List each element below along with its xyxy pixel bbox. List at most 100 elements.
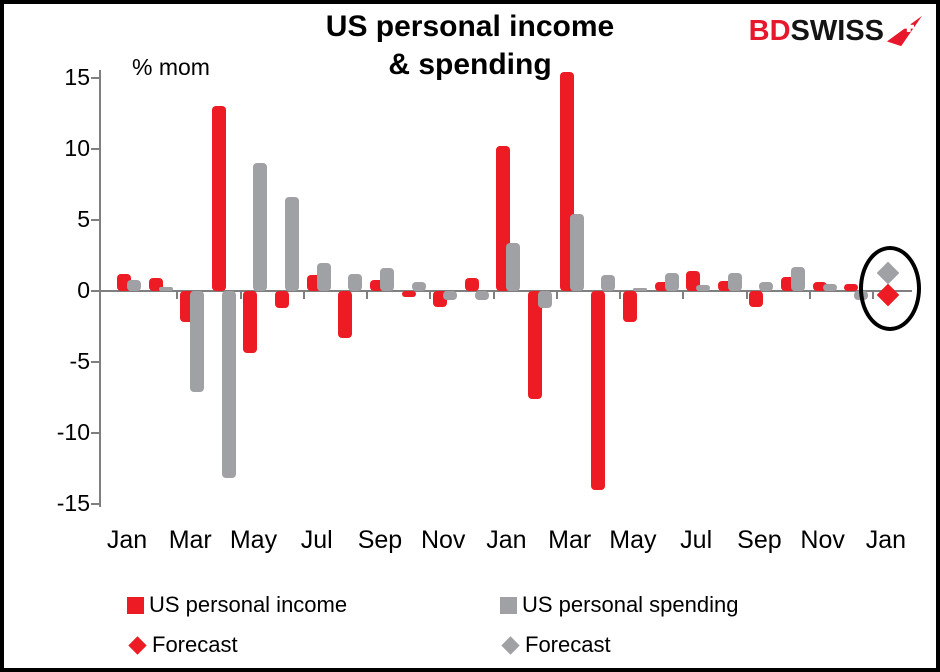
x-tick-label: May bbox=[609, 526, 657, 554]
y-tick bbox=[91, 77, 99, 79]
y-tick bbox=[91, 361, 99, 363]
bar-spending-2 bbox=[190, 291, 205, 392]
legend-item-forecast-income: Forecast bbox=[128, 632, 238, 658]
y-tick bbox=[91, 148, 99, 150]
bar-income-4 bbox=[243, 291, 258, 354]
x-tick bbox=[808, 292, 811, 299]
bar-spending-22 bbox=[822, 283, 837, 291]
x-tick bbox=[176, 292, 179, 299]
bar-income-7 bbox=[338, 291, 353, 338]
y-tick bbox=[91, 219, 99, 221]
bar-spending-21 bbox=[791, 266, 806, 291]
bar-spending-0 bbox=[127, 279, 141, 291]
bar-income-20 bbox=[749, 291, 764, 307]
bar-spending-19 bbox=[727, 272, 742, 291]
y-tick-label: -10 bbox=[56, 419, 90, 445]
bar-spending-10 bbox=[443, 291, 458, 300]
legend-label-forecast-spending: Forecast bbox=[525, 632, 611, 657]
spending-swatch bbox=[500, 596, 517, 614]
bar-spending-17 bbox=[664, 272, 679, 291]
y-tick-label: -15 bbox=[56, 490, 90, 516]
y-tick-label: 0 bbox=[77, 277, 90, 303]
x-tick-label: Jan bbox=[106, 526, 148, 554]
bar-spending-15 bbox=[601, 275, 616, 291]
bar-spending-13 bbox=[538, 291, 553, 309]
forecast-highlight-ellipse bbox=[859, 246, 921, 331]
bar-income-17 bbox=[654, 282, 669, 291]
bdswiss-arrow-icon bbox=[886, 15, 922, 47]
chart-title: US personal income & spending bbox=[4, 8, 936, 84]
x-tick bbox=[239, 292, 242, 299]
x-tick bbox=[619, 292, 622, 299]
y-tick-label: -5 bbox=[69, 348, 90, 374]
bar-spending-7 bbox=[348, 273, 363, 291]
x-tick-label: Sep bbox=[357, 526, 403, 554]
bar-spending-20 bbox=[759, 282, 774, 291]
x-tick bbox=[555, 292, 558, 299]
x-tick-label: May bbox=[229, 526, 278, 554]
bdswiss-logo-swiss: SWISS bbox=[790, 14, 884, 47]
bar-spending-14 bbox=[569, 214, 584, 291]
bar-income-5 bbox=[275, 291, 290, 309]
bar-income-19 bbox=[717, 281, 732, 291]
legend-item-forecast-spending: Forecast bbox=[501, 632, 611, 658]
bdswiss-logo: BD SWISS bbox=[749, 14, 922, 48]
x-tick bbox=[429, 292, 432, 299]
x-tick bbox=[492, 292, 495, 299]
bar-income-23 bbox=[844, 283, 859, 291]
bar-income-16 bbox=[622, 291, 637, 323]
y-tick-label: 15 bbox=[64, 64, 90, 90]
bar-income-11 bbox=[464, 278, 479, 291]
x-tick-label: Mar bbox=[548, 526, 592, 554]
bar-spending-6 bbox=[316, 262, 331, 291]
bar-spending-18 bbox=[696, 285, 711, 291]
forecast-income-swatch bbox=[128, 635, 147, 655]
bar-spending-9 bbox=[411, 282, 426, 291]
x-tick-label: Mar bbox=[168, 526, 212, 554]
x-tick-label: Jan bbox=[486, 526, 527, 554]
x-tick bbox=[302, 292, 305, 299]
y-tick-label: 5 bbox=[77, 206, 90, 232]
y-tick-label: 10 bbox=[64, 135, 90, 161]
legend-label-spending: US personal spending bbox=[522, 592, 739, 617]
bar-income-8 bbox=[369, 279, 384, 291]
chart-title-line1: US personal income bbox=[325, 10, 615, 43]
x-tick-label: Nov bbox=[800, 526, 845, 554]
income-swatch bbox=[127, 596, 144, 614]
x-tick bbox=[745, 292, 748, 299]
bar-spending-16 bbox=[632, 288, 647, 291]
bar-spending-8 bbox=[379, 268, 394, 291]
bar-income-9 bbox=[401, 291, 416, 297]
bar-income-13 bbox=[528, 291, 543, 399]
legend-label-income: US personal income bbox=[149, 592, 348, 617]
chart-title-line2: & spending bbox=[388, 48, 552, 81]
x-tick-label: Sep bbox=[737, 526, 782, 554]
bar-spending-1 bbox=[158, 286, 173, 291]
x-tick bbox=[682, 292, 685, 299]
x-tick bbox=[366, 292, 369, 299]
bar-spending-4 bbox=[253, 163, 268, 291]
y-axis-line bbox=[99, 70, 101, 507]
forecast-spending-swatch bbox=[501, 635, 520, 655]
y-axis-unit-label: % mom bbox=[132, 54, 210, 80]
x-tick-label: Jan bbox=[865, 526, 907, 554]
bar-spending-11 bbox=[474, 291, 489, 300]
y-tick bbox=[91, 503, 99, 505]
x-axis-zero-line bbox=[99, 290, 912, 292]
x-tick-label: Jul bbox=[300, 526, 333, 554]
y-tick bbox=[91, 290, 99, 292]
y-tick bbox=[91, 432, 99, 434]
legend-label-forecast-income: Forecast bbox=[152, 632, 238, 657]
bar-income-15 bbox=[591, 291, 606, 490]
x-tick-label: Jul bbox=[680, 526, 713, 554]
legend-item-spending: US personal spending bbox=[500, 592, 738, 618]
x-tick-label: Nov bbox=[420, 526, 466, 554]
bar-spending-3 bbox=[221, 291, 236, 479]
bar-spending-5 bbox=[285, 197, 300, 291]
bar-spending-12 bbox=[506, 242, 521, 291]
bar-income-3 bbox=[211, 106, 226, 291]
bdswiss-logo-bd: BD bbox=[748, 14, 791, 47]
bar-income-22 bbox=[812, 282, 827, 291]
legend-item-income: US personal income bbox=[127, 592, 347, 618]
